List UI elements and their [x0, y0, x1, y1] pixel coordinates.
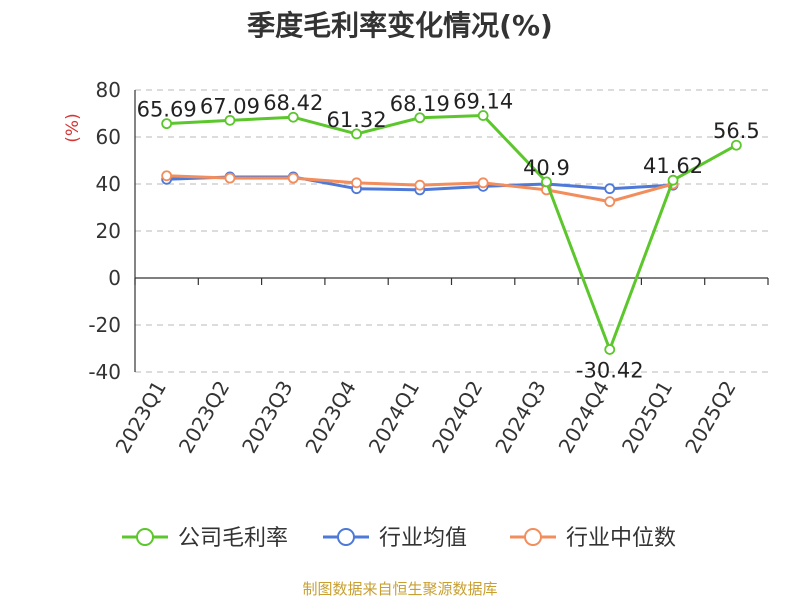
y-tick-label: 20 — [96, 219, 121, 243]
data-point — [224, 114, 236, 126]
data-point — [730, 139, 742, 151]
chart-title: 季度毛利率变化情况(%) — [247, 9, 553, 42]
data-point — [604, 183, 616, 195]
x-tick-label: 2025Q2 — [680, 377, 740, 458]
data-label: 68.42 — [263, 91, 323, 115]
data-label: 69.14 — [453, 90, 513, 114]
data-point — [414, 112, 426, 124]
data-point — [351, 177, 362, 189]
data-label: 68.19 — [390, 92, 450, 116]
data-label: 56.5 — [713, 119, 760, 143]
y-tick-label: 60 — [96, 125, 121, 149]
legend-marker — [524, 528, 542, 546]
data-label: 61.32 — [326, 108, 386, 132]
data-point — [287, 172, 299, 184]
y-tick-label: 0 — [108, 266, 121, 290]
y-axis-label: (%) — [63, 113, 83, 142]
data-point — [161, 170, 173, 182]
legend-label: 公司毛利率 — [178, 526, 288, 551]
legend-label: 行业均值 — [379, 526, 467, 551]
x-tick-label: 2024Q3 — [490, 377, 550, 458]
data-point — [541, 176, 552, 188]
data-point — [604, 196, 616, 208]
y-tick-label: -20 — [88, 313, 121, 337]
data-point — [287, 111, 299, 123]
x-tick-label: 2024Q2 — [427, 377, 487, 458]
legend-label: 行业中位数 — [566, 526, 676, 551]
data-point — [667, 174, 679, 186]
x-tick-label: 2023Q2 — [174, 377, 234, 458]
x-tick-label: 2023Q3 — [237, 377, 297, 458]
x-tick-label: 2025Q1 — [617, 377, 677, 458]
data-label: -30.42 — [576, 358, 644, 382]
source-note: 制图数据来自恒生聚源数据库 — [302, 580, 498, 598]
data-point — [414, 179, 426, 191]
x-tick-label: 2023Q1 — [111, 377, 171, 458]
data-point — [604, 344, 616, 355]
data-label: 40.9 — [523, 156, 570, 180]
data-label: 65.69 — [137, 98, 197, 122]
data-label: 67.09 — [200, 94, 260, 118]
data-label: 41.62 — [643, 154, 703, 178]
x-tick-label: 2023Q4 — [300, 377, 360, 458]
data-point — [161, 118, 173, 130]
data-point — [351, 128, 362, 140]
y-tick-label: 40 — [96, 172, 121, 196]
data-point — [224, 172, 236, 184]
legend-marker — [337, 528, 355, 546]
y-tick-label: -40 — [88, 360, 121, 384]
legend-marker — [136, 528, 154, 546]
x-tick-label: 2024Q4 — [554, 377, 614, 458]
x-tick-label: 2024Q1 — [364, 377, 424, 458]
data-point — [477, 110, 489, 121]
series-line — [166, 114, 738, 351]
y-tick-label: 80 — [96, 78, 121, 102]
data-point — [477, 177, 489, 189]
